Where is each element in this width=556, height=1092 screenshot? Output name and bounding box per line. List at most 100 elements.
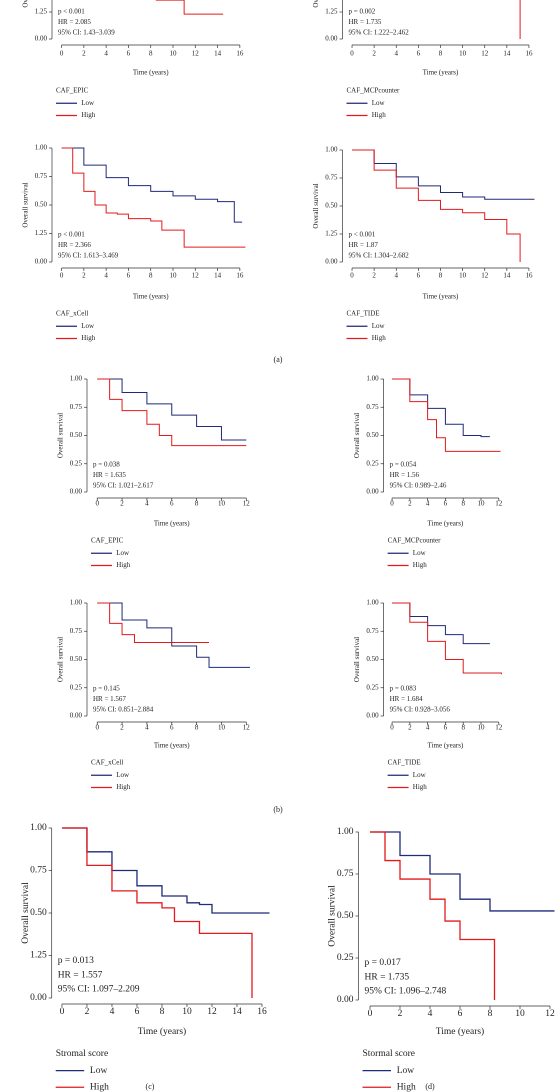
x-tick-label: 6 <box>444 500 448 508</box>
y-tick-label: 0.50 <box>325 202 338 210</box>
y-axis-title: Overall survival <box>312 183 320 228</box>
y-tick-label: 0.75 <box>70 627 83 635</box>
y-axis-title: Overall survival <box>57 413 65 458</box>
legend-label: Low <box>116 771 130 779</box>
stat-annotation: p = 0.054 <box>390 460 417 468</box>
legend-title: CAF_xCell <box>56 310 88 318</box>
stat-annotation: HR = 1.87 <box>349 241 379 249</box>
x-tick-label: 12 <box>481 272 489 280</box>
x-axis-title: Time (years) <box>133 293 169 301</box>
x-tick-label: 8 <box>439 272 443 280</box>
legend-label: Low <box>81 322 95 330</box>
stat-annotation: p < 0.001 <box>349 230 376 238</box>
legend-label: High <box>81 111 96 119</box>
stat-annotation: HR = 2.366 <box>58 241 91 249</box>
x-axis-title: Time (years) <box>428 520 464 528</box>
x-tick-label: 10 <box>477 724 485 732</box>
y-axis-title: Overall survival <box>312 0 320 8</box>
y-tick-label: 0.00 <box>35 258 48 266</box>
x-tick-label: 2 <box>398 1009 403 1019</box>
figure-label: (a) <box>274 355 283 364</box>
y-tick-label: 1.25 <box>325 230 338 238</box>
x-tick-label: 10 <box>182 1007 192 1017</box>
legend-title: Stromal score <box>56 1049 109 1059</box>
y-tick-label: 0.50 <box>337 911 354 921</box>
survival-curve <box>97 378 247 447</box>
x-tick-label: 10 <box>218 724 226 732</box>
y-tick-label: 1.25 <box>325 8 338 16</box>
legend-label: Low <box>413 549 427 557</box>
y-tick-label: 0.00 <box>70 712 83 720</box>
y-tick-label: 1.25 <box>35 229 48 237</box>
x-tick-label: 6 <box>127 272 131 280</box>
survival-curve <box>352 149 521 262</box>
x-tick-label: 10 <box>515 1009 525 1019</box>
legend-label: Low <box>372 99 386 107</box>
x-tick-label: 8 <box>195 500 199 508</box>
y-tick-label: 0.00 <box>366 712 379 720</box>
x-tick-label: 16 <box>525 272 533 280</box>
legend-label: Low <box>81 99 95 107</box>
y-tick-label: 0.00 <box>35 35 48 43</box>
legend-title: CAF_xCell <box>91 759 123 767</box>
x-tick-label: 8 <box>461 500 465 508</box>
y-tick-label: 0.75 <box>70 403 83 411</box>
y-tick-label: 1.00 <box>70 375 83 383</box>
figure-label: (d) <box>425 1082 435 1091</box>
x-tick-label: 4 <box>145 724 149 732</box>
x-tick-label: 2 <box>82 272 86 280</box>
stat-annotation: 95% CI: 0.851–2.884 <box>93 705 154 713</box>
stat-annotation: p = 0.038 <box>93 460 120 468</box>
x-tick-label: 12 <box>207 1007 217 1017</box>
x-tick-label: 14 <box>503 272 511 280</box>
survival-curve <box>370 831 496 1000</box>
x-tick-label: 4 <box>145 500 149 508</box>
legend-label: Low <box>397 1066 415 1076</box>
x-tick-label: 2 <box>120 500 124 508</box>
x-tick-label: 4 <box>395 272 399 280</box>
x-tick-label: 8 <box>195 724 199 732</box>
x-tick-label: 6 <box>458 1009 463 1019</box>
stat-annotation: 95% CI: 1.613–3.469 <box>58 251 119 259</box>
survival-curve <box>392 602 502 675</box>
x-tick-label: 0 <box>60 1007 65 1017</box>
x-tick-label: 12 <box>495 500 503 508</box>
y-tick-label: 0.00 <box>70 488 83 496</box>
legend-label: High <box>397 1082 416 1092</box>
x-tick-label: 4 <box>428 1009 433 1019</box>
x-axis-title: Time (years) <box>436 1026 484 1037</box>
y-tick-label: 0.25 <box>337 953 354 963</box>
survival-curve <box>61 147 243 223</box>
legend-label: Low <box>90 1066 108 1076</box>
x-tick-label: 8 <box>461 724 465 732</box>
y-axis-title: Overall survival <box>22 182 30 227</box>
y-tick-label: 1.00 <box>70 599 83 607</box>
legend-label: High <box>413 783 428 791</box>
x-axis-title: Time (years) <box>154 520 190 528</box>
x-tick-label: 14 <box>232 1007 242 1017</box>
y-tick-label: 0.50 <box>366 431 379 439</box>
stat-annotation: 95% CI: 0.989–2.46 <box>390 481 447 489</box>
x-tick-label: 16 <box>525 50 533 58</box>
stat-annotation: HR = 1.567 <box>93 695 126 703</box>
figure-label: (b) <box>273 805 283 814</box>
x-tick-label: 12 <box>481 50 489 58</box>
survival-curve <box>61 827 253 998</box>
legend-title: CAF_EPIC <box>56 87 89 95</box>
x-axis-title: Time (years) <box>423 69 459 77</box>
x-tick-label: 2 <box>408 500 412 508</box>
x-tick-label: 10 <box>170 272 178 280</box>
x-tick-label: 16 <box>236 272 244 280</box>
y-axis-title: Overall survival <box>328 885 338 947</box>
y-tick-label: 0.00 <box>337 995 354 1005</box>
y-tick-label: 1.25 <box>30 951 47 961</box>
x-tick-label: 12 <box>545 1009 555 1019</box>
x-tick-label: 4 <box>104 50 108 58</box>
x-tick-label: 6 <box>170 724 174 732</box>
stat-annotation: p = 0.002 <box>349 7 376 15</box>
x-tick-label: 2 <box>372 50 376 58</box>
stat-annotation: HR = 1.557 <box>58 970 103 980</box>
survival-curve <box>392 378 501 452</box>
y-tick-label: 0.50 <box>366 655 379 663</box>
